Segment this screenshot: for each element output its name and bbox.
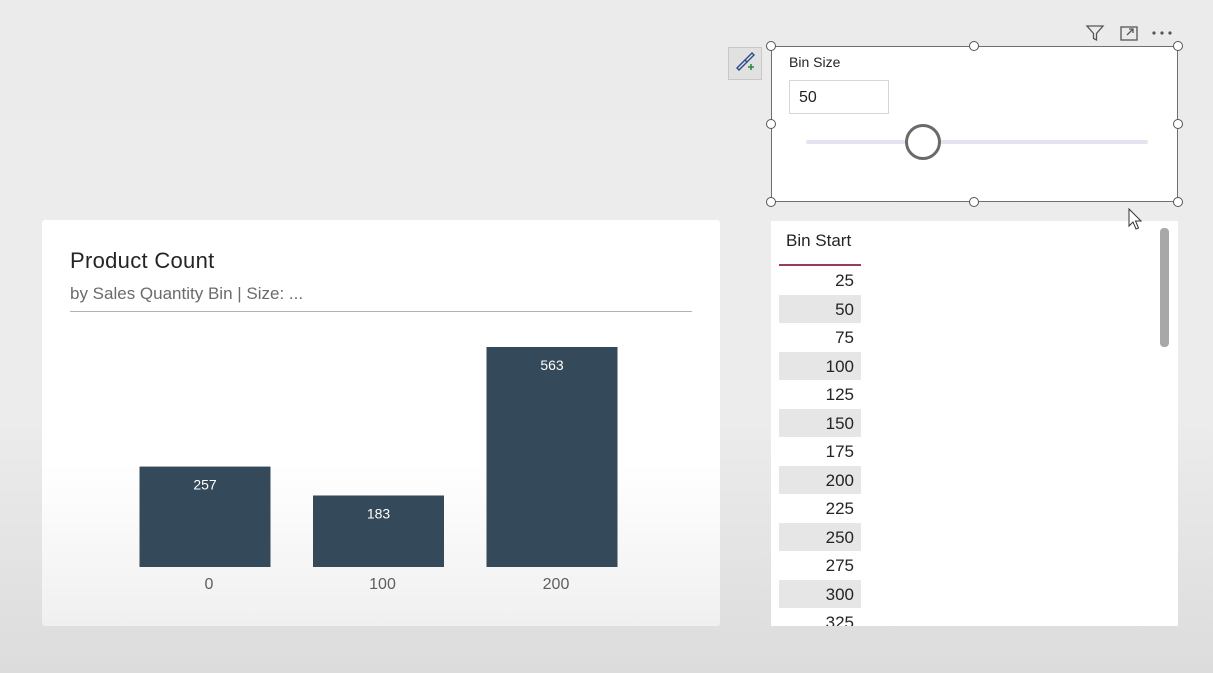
resize-handle-top-right[interactable] xyxy=(1173,41,1183,51)
chart-visual[interactable]: 257 0 183 100 563 200 Product Count by Sales … xyxy=(42,220,720,626)
table-row[interactable]: 300 xyxy=(779,579,861,608)
resize-handle-left[interactable] xyxy=(766,119,776,129)
x-axis-tick-label: 0 xyxy=(205,576,214,593)
chart-title: Product Count xyxy=(70,248,215,273)
resize-handle-bottom-right[interactable] xyxy=(1173,197,1183,207)
x-axis-tick-label: 200 xyxy=(543,576,570,593)
format-visual-button[interactable] xyxy=(728,47,762,80)
bar-100[interactable] xyxy=(313,495,444,567)
table-row[interactable]: 250 xyxy=(779,522,861,551)
table-row[interactable]: 200 xyxy=(779,465,861,494)
column-header-bin-start[interactable]: Bin Start xyxy=(786,231,852,250)
resize-handle-right[interactable] xyxy=(1173,119,1183,129)
table-row[interactable]: 175 xyxy=(825,442,854,461)
data-label: 563 xyxy=(540,357,564,373)
table-row[interactable]: 150 xyxy=(779,408,861,437)
table-row[interactable]: 75 xyxy=(835,328,854,347)
resize-handle-top[interactable] xyxy=(969,41,979,51)
bin-size-input[interactable]: 50 xyxy=(789,80,889,114)
table-rows: 25 50 75 100 125 150 175 200 225 250 275 300 325 xyxy=(779,266,861,626)
chart-title-divider xyxy=(70,311,692,312)
mouse-cursor-icon xyxy=(1128,207,1144,237)
bar-chart: 257 0 183 100 563 200 xyxy=(139,347,618,593)
resize-handle-top-left[interactable] xyxy=(766,41,776,51)
data-label: 183 xyxy=(367,505,391,521)
table-row[interactable]: 50 xyxy=(779,294,861,323)
bar-0[interactable] xyxy=(139,466,271,567)
table-row[interactable]: 275 xyxy=(825,556,854,575)
more-options-icon[interactable] xyxy=(1148,20,1176,46)
table-row[interactable]: 325 xyxy=(825,613,854,626)
table-row[interactable]: 100 xyxy=(779,351,861,380)
column-header-underline xyxy=(779,264,861,266)
format-painter-icon xyxy=(734,50,756,77)
bin-size-slicer[interactable]: Bin Size 50 xyxy=(771,46,1178,202)
resize-handle-bottom[interactable] xyxy=(969,197,979,207)
table-row[interactable]: 25 xyxy=(835,271,854,290)
table-row[interactable]: 125 xyxy=(825,385,854,404)
bar-200[interactable] xyxy=(486,347,618,567)
slider-track[interactable] xyxy=(806,140,1148,144)
data-label: 257 xyxy=(193,477,217,493)
resize-handle-bottom-left[interactable] xyxy=(766,197,776,207)
x-axis-tick-label: 100 xyxy=(369,576,396,593)
filter-icon[interactable] xyxy=(1081,20,1109,46)
slicer-title: Bin Size xyxy=(789,54,841,70)
bin-start-table[interactable]: Bin Start 25 50 75 100 125 150 175 200 225 250 275… xyxy=(771,221,1178,626)
table-row[interactable]: 225 xyxy=(825,499,854,518)
slider-thumb[interactable] xyxy=(905,124,942,160)
focus-mode-icon[interactable] xyxy=(1115,20,1143,46)
chart-subtitle: by Sales Quantity Bin | Size: ... xyxy=(70,284,304,303)
vertical-scrollbar[interactable] xyxy=(1160,228,1169,347)
